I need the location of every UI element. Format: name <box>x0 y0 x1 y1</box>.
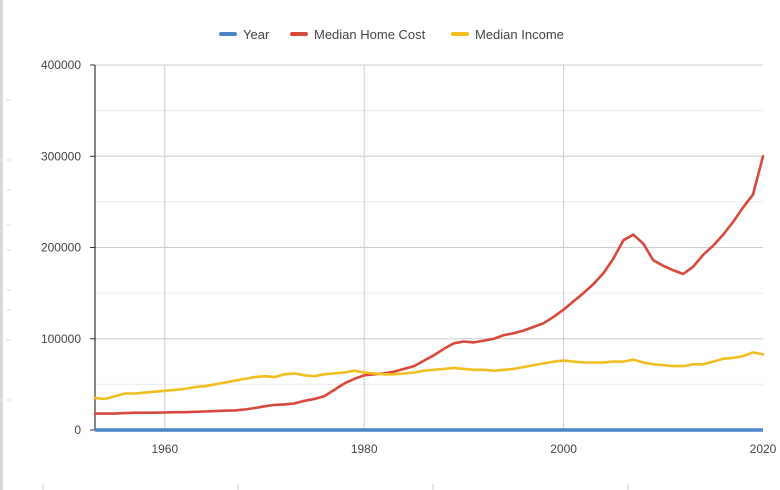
x-tick-label: 1980 <box>351 442 378 456</box>
bottom-edge-marks <box>6 99 629 490</box>
y-tick-label: 100000 <box>41 332 81 346</box>
series-line-median-income <box>93 351 765 401</box>
series-line-median-home-cost <box>93 155 765 415</box>
legend-label-year: Year <box>243 27 270 42</box>
y-tick-label: 200000 <box>41 241 81 255</box>
y-tick-label: 400000 <box>41 58 81 72</box>
x-tick-label: 2020 <box>750 442 777 456</box>
line-chart: 0 100000 200000 300000 400000 1960 1980 2000 202… <box>6 27 777 490</box>
series-layer <box>93 155 765 432</box>
axis-layer: 0 100000 200000 300000 400000 1960 1980 2000 202… <box>41 58 777 456</box>
y-tick-label: 300000 <box>41 149 81 163</box>
x-tick-label: 1960 <box>151 442 178 456</box>
legend-label-median-home-cost: Median Home Cost <box>314 27 426 42</box>
grid-layer <box>95 64 763 430</box>
legend[interactable]: Year Median Home Cost Median Income <box>219 27 564 42</box>
legend-label-median-income: Median Income <box>475 27 564 42</box>
x-tick-label: 2000 <box>550 442 577 456</box>
y-tick-label: 0 <box>74 423 81 437</box>
